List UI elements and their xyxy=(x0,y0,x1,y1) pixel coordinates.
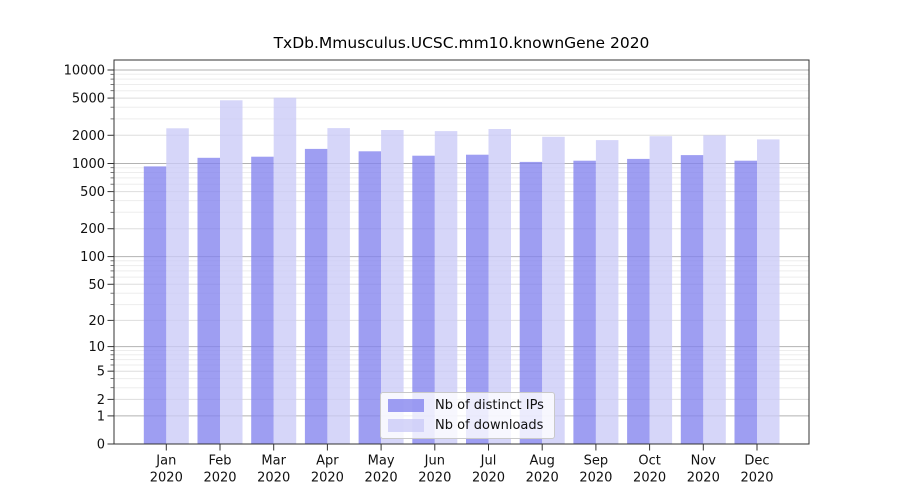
y-tick-label: 2 xyxy=(97,393,105,408)
x-tick-label-year: 2020 xyxy=(150,471,183,486)
x-tick-label-month: Feb xyxy=(208,454,231,469)
x-tick-label-month: Jul xyxy=(480,454,497,469)
x-tick-label-year: 2020 xyxy=(687,471,720,486)
y-tick-label: 10000 xyxy=(64,64,105,79)
bar-distinct-ips-jul xyxy=(466,154,489,444)
y-tick-label: 50 xyxy=(88,278,105,293)
bar-downloads-sep xyxy=(595,140,619,444)
x-tick-label-month: May xyxy=(368,454,395,469)
y-tick-label: 5000 xyxy=(72,92,105,107)
x-tick-label-month: Apr xyxy=(316,454,339,469)
legend-swatch-distinct-ips xyxy=(388,399,424,412)
bar-distinct-ips-mar xyxy=(251,156,274,444)
bar-distinct-ips-dec xyxy=(734,160,757,444)
y-tick-label: 5 xyxy=(97,365,105,380)
y-tick-label: 1000 xyxy=(72,157,105,172)
x-tick-label-month: Oct xyxy=(638,454,660,469)
x-tick-label-month: Nov xyxy=(691,454,717,469)
y-tick-label: 500 xyxy=(80,185,105,200)
y-tick-label: 100 xyxy=(80,250,105,265)
x-tick-label-month: Jan xyxy=(155,454,176,469)
x-tick-label-year: 2020 xyxy=(203,471,236,486)
legend-label-distinct-ips: Nb of distinct IPs xyxy=(435,398,544,413)
y-tick-label: 2000 xyxy=(72,129,105,144)
bar-downloads-jun xyxy=(434,131,458,444)
chart-legend: Nb of distinct IPs Nb of downloads xyxy=(380,392,555,439)
legend-item-distinct-ips: Nb of distinct IPs xyxy=(388,398,544,413)
bar-distinct-ips-may xyxy=(358,151,382,445)
bar-distinct-ips-aug xyxy=(519,161,543,444)
y-tick-label: 10 xyxy=(88,340,105,355)
x-tick-label-year: 2020 xyxy=(257,471,290,486)
x-tick-label-year: 2020 xyxy=(472,471,505,486)
bar-distinct-ips-oct xyxy=(627,158,650,444)
x-tick-label-year: 2020 xyxy=(579,471,612,486)
bar-distinct-ips-jun xyxy=(412,155,435,444)
x-tick-label-month: Sep xyxy=(584,454,609,469)
bar-distinct-ips-nov xyxy=(680,155,704,444)
legend-item-downloads: Nb of downloads xyxy=(388,418,544,433)
x-tick-label-year: 2020 xyxy=(365,471,398,486)
x-tick-label-year: 2020 xyxy=(418,471,451,486)
bar-downloads-nov xyxy=(703,135,726,445)
bar-downloads-may xyxy=(381,130,404,444)
x-tick-label-year: 2020 xyxy=(311,471,344,486)
bar-downloads-mar xyxy=(273,97,297,444)
bar-distinct-ips-feb xyxy=(197,157,220,445)
x-tick-label-month: Jun xyxy=(424,454,445,469)
bar-downloads-feb xyxy=(220,100,243,445)
legend-label-downloads: Nb of downloads xyxy=(435,418,544,433)
plot-frame xyxy=(113,59,810,445)
x-tick-label-year: 2020 xyxy=(633,471,666,486)
chart-title: TxDb.Mmusculus.UCSC.mm10.knownGene 2020 xyxy=(273,34,650,52)
bar-downloads-oct xyxy=(649,136,673,444)
bar-downloads-apr xyxy=(327,128,350,444)
bar-downloads-jul xyxy=(488,129,511,444)
bar-downloads-jan xyxy=(166,128,189,445)
y-tick-label: 1 xyxy=(97,409,105,424)
x-tick-label-month: Aug xyxy=(530,454,555,469)
y-tick-label: 0 xyxy=(97,438,105,453)
y-tick-label: 20 xyxy=(88,314,105,329)
bar-downloads-dec xyxy=(757,139,780,444)
x-tick-label-month: Dec xyxy=(744,454,769,469)
bar-distinct-ips-sep xyxy=(573,160,596,444)
x-tick-label-month: Mar xyxy=(261,454,286,469)
bar-distinct-ips-jan xyxy=(143,166,167,444)
bar-downloads-aug xyxy=(542,136,565,445)
x-tick-label-year: 2020 xyxy=(526,471,559,486)
legend-swatch-downloads xyxy=(388,419,424,432)
y-tick-label: 200 xyxy=(80,222,105,237)
x-tick-label-year: 2020 xyxy=(740,471,773,486)
bar-distinct-ips-apr xyxy=(304,148,328,444)
